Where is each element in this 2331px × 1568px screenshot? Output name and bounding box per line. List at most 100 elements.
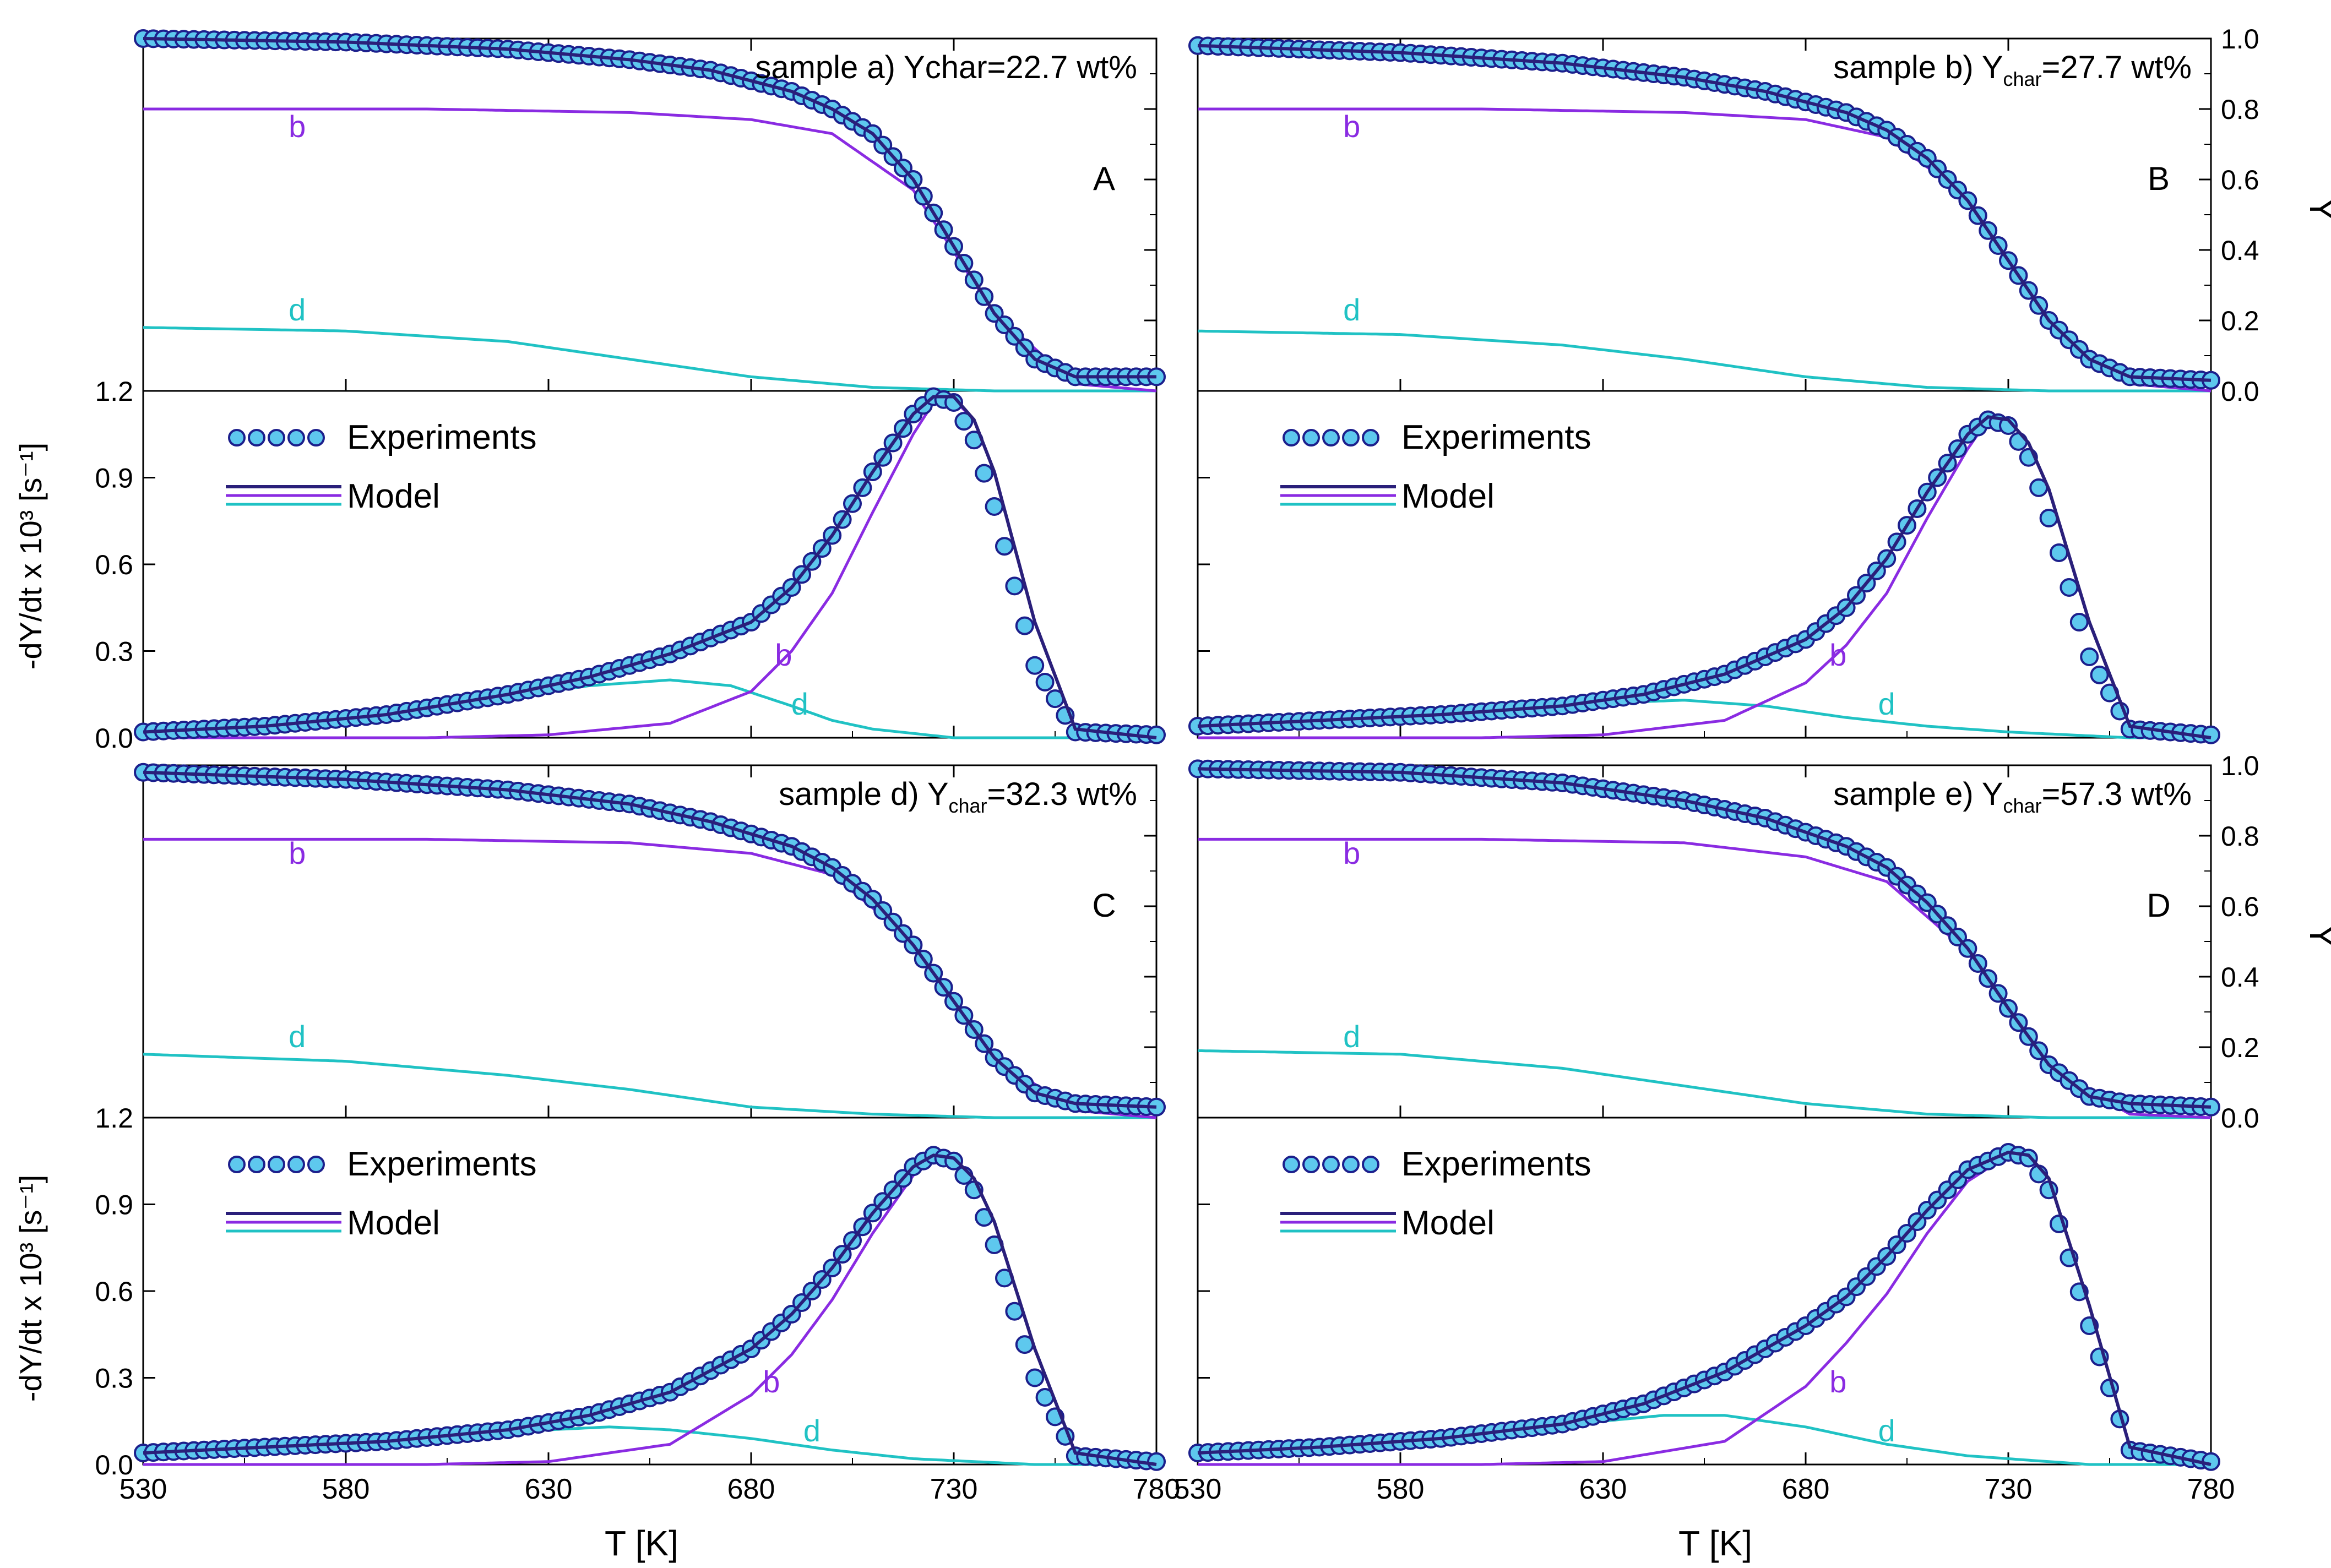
experiment-point-bottom <box>1147 1452 1166 1471</box>
legend-model-label: Model <box>1401 477 1495 515</box>
model-total-curve-bottom <box>1197 1150 2212 1466</box>
y-tick-label-left: 1.2 <box>95 1103 133 1134</box>
y-tick-label-left: 0.9 <box>95 463 133 494</box>
curve-label-d-top: d <box>289 1019 306 1054</box>
x-tick-label: 630 <box>525 1473 573 1505</box>
y-tick-label-left: 0.6 <box>95 549 133 580</box>
experiment-point-bottom <box>2090 665 2109 684</box>
sample-annotation: sample e) Ychar=57.3 wt% <box>1833 776 2192 817</box>
legend-experiment-marker <box>1322 1156 1340 1173</box>
y-tick-label-left: 0.6 <box>95 1276 133 1307</box>
experiment-point-bottom <box>1035 672 1055 692</box>
curve-label-b-top: b <box>1343 109 1360 144</box>
y-tick-label-right: 0.8 <box>2221 94 2259 125</box>
sample-text: sample a) Ychar=22.7 wt% <box>755 50 1137 85</box>
legend-experiment-marker <box>1362 429 1379 447</box>
y-tick-label-left: 0.9 <box>95 1190 133 1221</box>
model-total-curve-bottom <box>1197 415 2212 739</box>
legend-experiment-marker <box>1342 1156 1360 1173</box>
sample-annotation: sample a) Ychar=22.7 wt% <box>755 50 1137 85</box>
sample-tail: =32.3 wt% <box>987 776 1137 812</box>
axes-text: T [K] T [K] -dY/dt x 10³ [s⁻¹] -dY/dt x … <box>13 198 2331 1563</box>
panel-C: 530 580 630 680 730 7800.00.30.60.91.2bdbdCsa… <box>95 763 1181 1505</box>
legend-experiment-marker <box>1283 429 1300 447</box>
x-tick-label: 730 <box>1985 1473 2033 1505</box>
sample-subscript: char <box>949 794 987 817</box>
x-tick-label: 580 <box>322 1473 370 1505</box>
legend-experiments-label: Experiments <box>347 1145 537 1183</box>
y-tick-label-left: 0.0 <box>95 723 133 754</box>
y-tick-label-left: 0.0 <box>95 1450 133 1480</box>
y-tick-label-left: 0.3 <box>95 1363 133 1394</box>
left-axis-label-lower: -dY/dt x 10³ [s⁻¹] <box>13 1175 48 1402</box>
experiment-point-bottom <box>985 497 1004 516</box>
panel-letter: D <box>2147 887 2170 924</box>
sample-tail: =57.3 wt% <box>2042 776 2192 812</box>
x-tick-label: 780 <box>1133 1473 1181 1505</box>
experiment-point-bottom <box>2069 613 2089 631</box>
legend-experiment-marker <box>1362 1156 1379 1173</box>
right-axis-label-lower: Y <box>2302 924 2331 948</box>
x-tick-label: 780 <box>2187 1473 2235 1505</box>
panel-letter: C <box>1092 887 1116 924</box>
panel-letter: A <box>1093 160 1115 197</box>
y-tick-label-right: 0.6 <box>2221 165 2259 195</box>
x-tick-label: 530 <box>1174 1473 1222 1505</box>
right-axis-label-upper: Y <box>2302 198 2331 221</box>
model-total-curve-top <box>1197 767 2212 1109</box>
y-tick-label-right: 0.8 <box>2221 821 2259 852</box>
x-tick-label: 630 <box>1579 1473 1627 1505</box>
legend-experiment-marker <box>1302 1156 1320 1173</box>
curve-label-d-top: d <box>1343 1019 1360 1054</box>
y-tick-label-right: 1.0 <box>2221 750 2259 781</box>
model-total-curve-bottom <box>143 1153 1157 1466</box>
sample-tail: =27.7 wt% <box>2042 50 2192 85</box>
x-tick-label: 580 <box>1377 1473 1425 1505</box>
curve-label-b-bottom: b <box>763 1364 780 1399</box>
experiment-point-bottom <box>1147 725 1166 744</box>
curve-label-b-top: b <box>289 836 306 870</box>
curve-label-d-bottom: d <box>791 687 808 721</box>
left-axis-label-upper: -dY/dt x 10³ [s⁻¹] <box>13 443 48 669</box>
curve-label-b-top: b <box>289 109 306 144</box>
x-tick-label: 530 <box>119 1473 167 1505</box>
x-tick-label: 730 <box>930 1473 978 1505</box>
y-tick-label-right: 0.2 <box>2221 1032 2259 1063</box>
sample-subscript: char <box>2003 794 2042 817</box>
sample-subscript: char <box>2003 68 2042 90</box>
y-tick-label-left: 1.2 <box>95 376 133 407</box>
panel-D: 530 580 630 680 730 7800.00.20.40.60.81.0bdbd… <box>1174 750 2259 1505</box>
experiment-point-bottom <box>2202 725 2220 744</box>
legend-experiment-marker <box>1342 429 1360 447</box>
experiment-point-bottom <box>975 464 994 483</box>
y-tick-label-right: 0.0 <box>2221 1103 2259 1134</box>
curve-label-d-bottom: d <box>803 1413 821 1448</box>
x-axis-label-right: T [K] <box>1678 1523 1752 1563</box>
y-tick-label-right: 1.0 <box>2221 24 2259 55</box>
legend-experiment-marker <box>307 429 325 447</box>
sample-annotation: sample d) Ychar=32.3 wt% <box>779 776 1137 817</box>
model-d-curve-top <box>143 1053 1156 1119</box>
sample-text: sample d) Y <box>779 776 948 812</box>
sample-text: sample b) Y <box>1833 50 2003 85</box>
curve-label-b-top: b <box>1343 836 1360 870</box>
y-tick-label-left: 0.3 <box>95 636 133 667</box>
curve-label-b-bottom: b <box>1829 638 1846 672</box>
y-tick-label-right: 0.4 <box>2221 235 2259 266</box>
legend-model-label: Model <box>1401 1204 1495 1242</box>
model-total-curve-bottom <box>143 395 1157 739</box>
curve-label-d-top: d <box>289 292 306 327</box>
y-tick-label-right: 0.6 <box>2221 891 2259 922</box>
model-total-curve-top <box>1197 43 2212 382</box>
legend-experiment-marker <box>268 429 285 447</box>
legend-experiment-marker <box>1322 429 1340 447</box>
curve-label-d-bottom: d <box>1878 1413 1895 1448</box>
legend-experiment-marker <box>287 1156 305 1173</box>
experiment-point-bottom <box>954 412 974 431</box>
legend-experiment-marker <box>268 1156 285 1173</box>
experiment-point-bottom <box>1999 416 2018 435</box>
curve-label-b-bottom: b <box>1829 1364 1846 1399</box>
